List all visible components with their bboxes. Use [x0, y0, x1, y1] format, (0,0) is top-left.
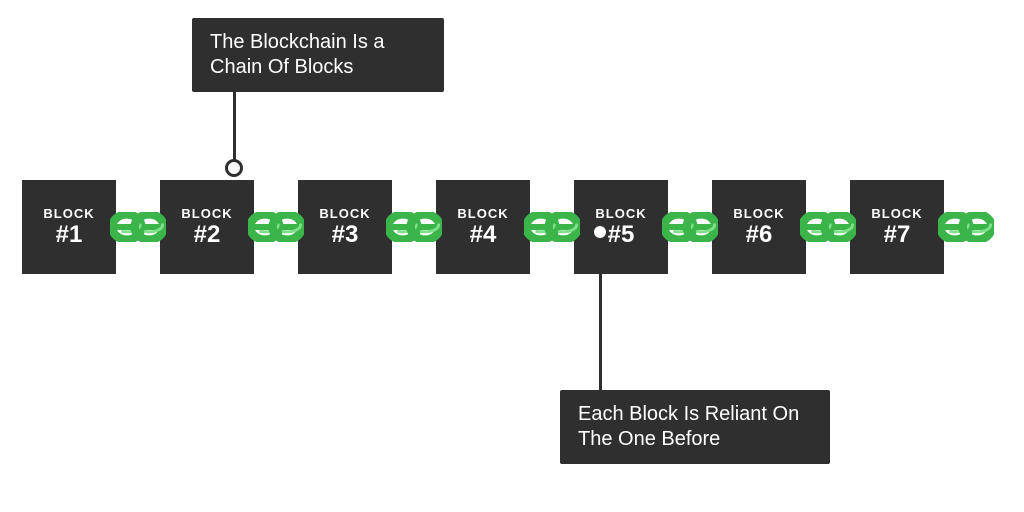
block: BLOCK#3	[298, 180, 392, 274]
block-number: #5	[608, 222, 635, 247]
chain-link	[524, 212, 580, 242]
block: BLOCK#4	[436, 180, 530, 274]
callout-bottom-text: Each Block Is Reliant On The One Before	[578, 403, 799, 450]
block-number: #4	[470, 222, 497, 247]
chain-link	[386, 212, 442, 242]
chain-link-icon	[800, 212, 856, 242]
callout-top-dot	[225, 159, 243, 177]
chain-link-icon	[110, 212, 166, 242]
callout-bottom-dot	[591, 223, 609, 241]
callout-bottom: Each Block Is Reliant On The One Before	[560, 390, 830, 464]
callout-bottom-pointer	[599, 240, 602, 390]
block-label: BLOCK	[595, 207, 646, 221]
block: BLOCK#7	[850, 180, 944, 274]
block: BLOCK#6	[712, 180, 806, 274]
diagram-stage: BLOCK#1BLOCK#2BLOCK#3BLOCK#4BLOCK#5BLOCK…	[0, 0, 1024, 512]
callout-top-pointer	[233, 90, 236, 160]
block-number: #2	[194, 222, 221, 247]
block-label: BLOCK	[43, 207, 94, 221]
chain-link-icon	[524, 212, 580, 242]
block-label: BLOCK	[457, 207, 508, 221]
block: BLOCK#1	[22, 180, 116, 274]
chain-link-icon	[938, 212, 994, 242]
block-number: #6	[746, 222, 773, 247]
block-number: #7	[884, 222, 911, 247]
chain-link	[110, 212, 166, 242]
block-number: #3	[332, 222, 359, 247]
chain-link	[800, 212, 856, 242]
chain-link-icon	[662, 212, 718, 242]
callout-top-text: The Blockchain Is a Chain Of Blocks	[210, 31, 385, 78]
callout-top: The Blockchain Is a Chain Of Blocks	[192, 18, 444, 92]
chain-link	[662, 212, 718, 242]
block-label: BLOCK	[181, 207, 232, 221]
chain-link-icon	[248, 212, 304, 242]
block-number: #1	[56, 222, 83, 247]
chain-link	[938, 212, 994, 242]
block-label: BLOCK	[871, 207, 922, 221]
block: BLOCK#2	[160, 180, 254, 274]
block-label: BLOCK	[319, 207, 370, 221]
chain-link-icon	[386, 212, 442, 242]
block: BLOCK#5	[574, 180, 668, 274]
chain-link	[248, 212, 304, 242]
block-label: BLOCK	[733, 207, 784, 221]
blockchain-row: BLOCK#1BLOCK#2BLOCK#3BLOCK#4BLOCK#5BLOCK…	[22, 180, 988, 274]
